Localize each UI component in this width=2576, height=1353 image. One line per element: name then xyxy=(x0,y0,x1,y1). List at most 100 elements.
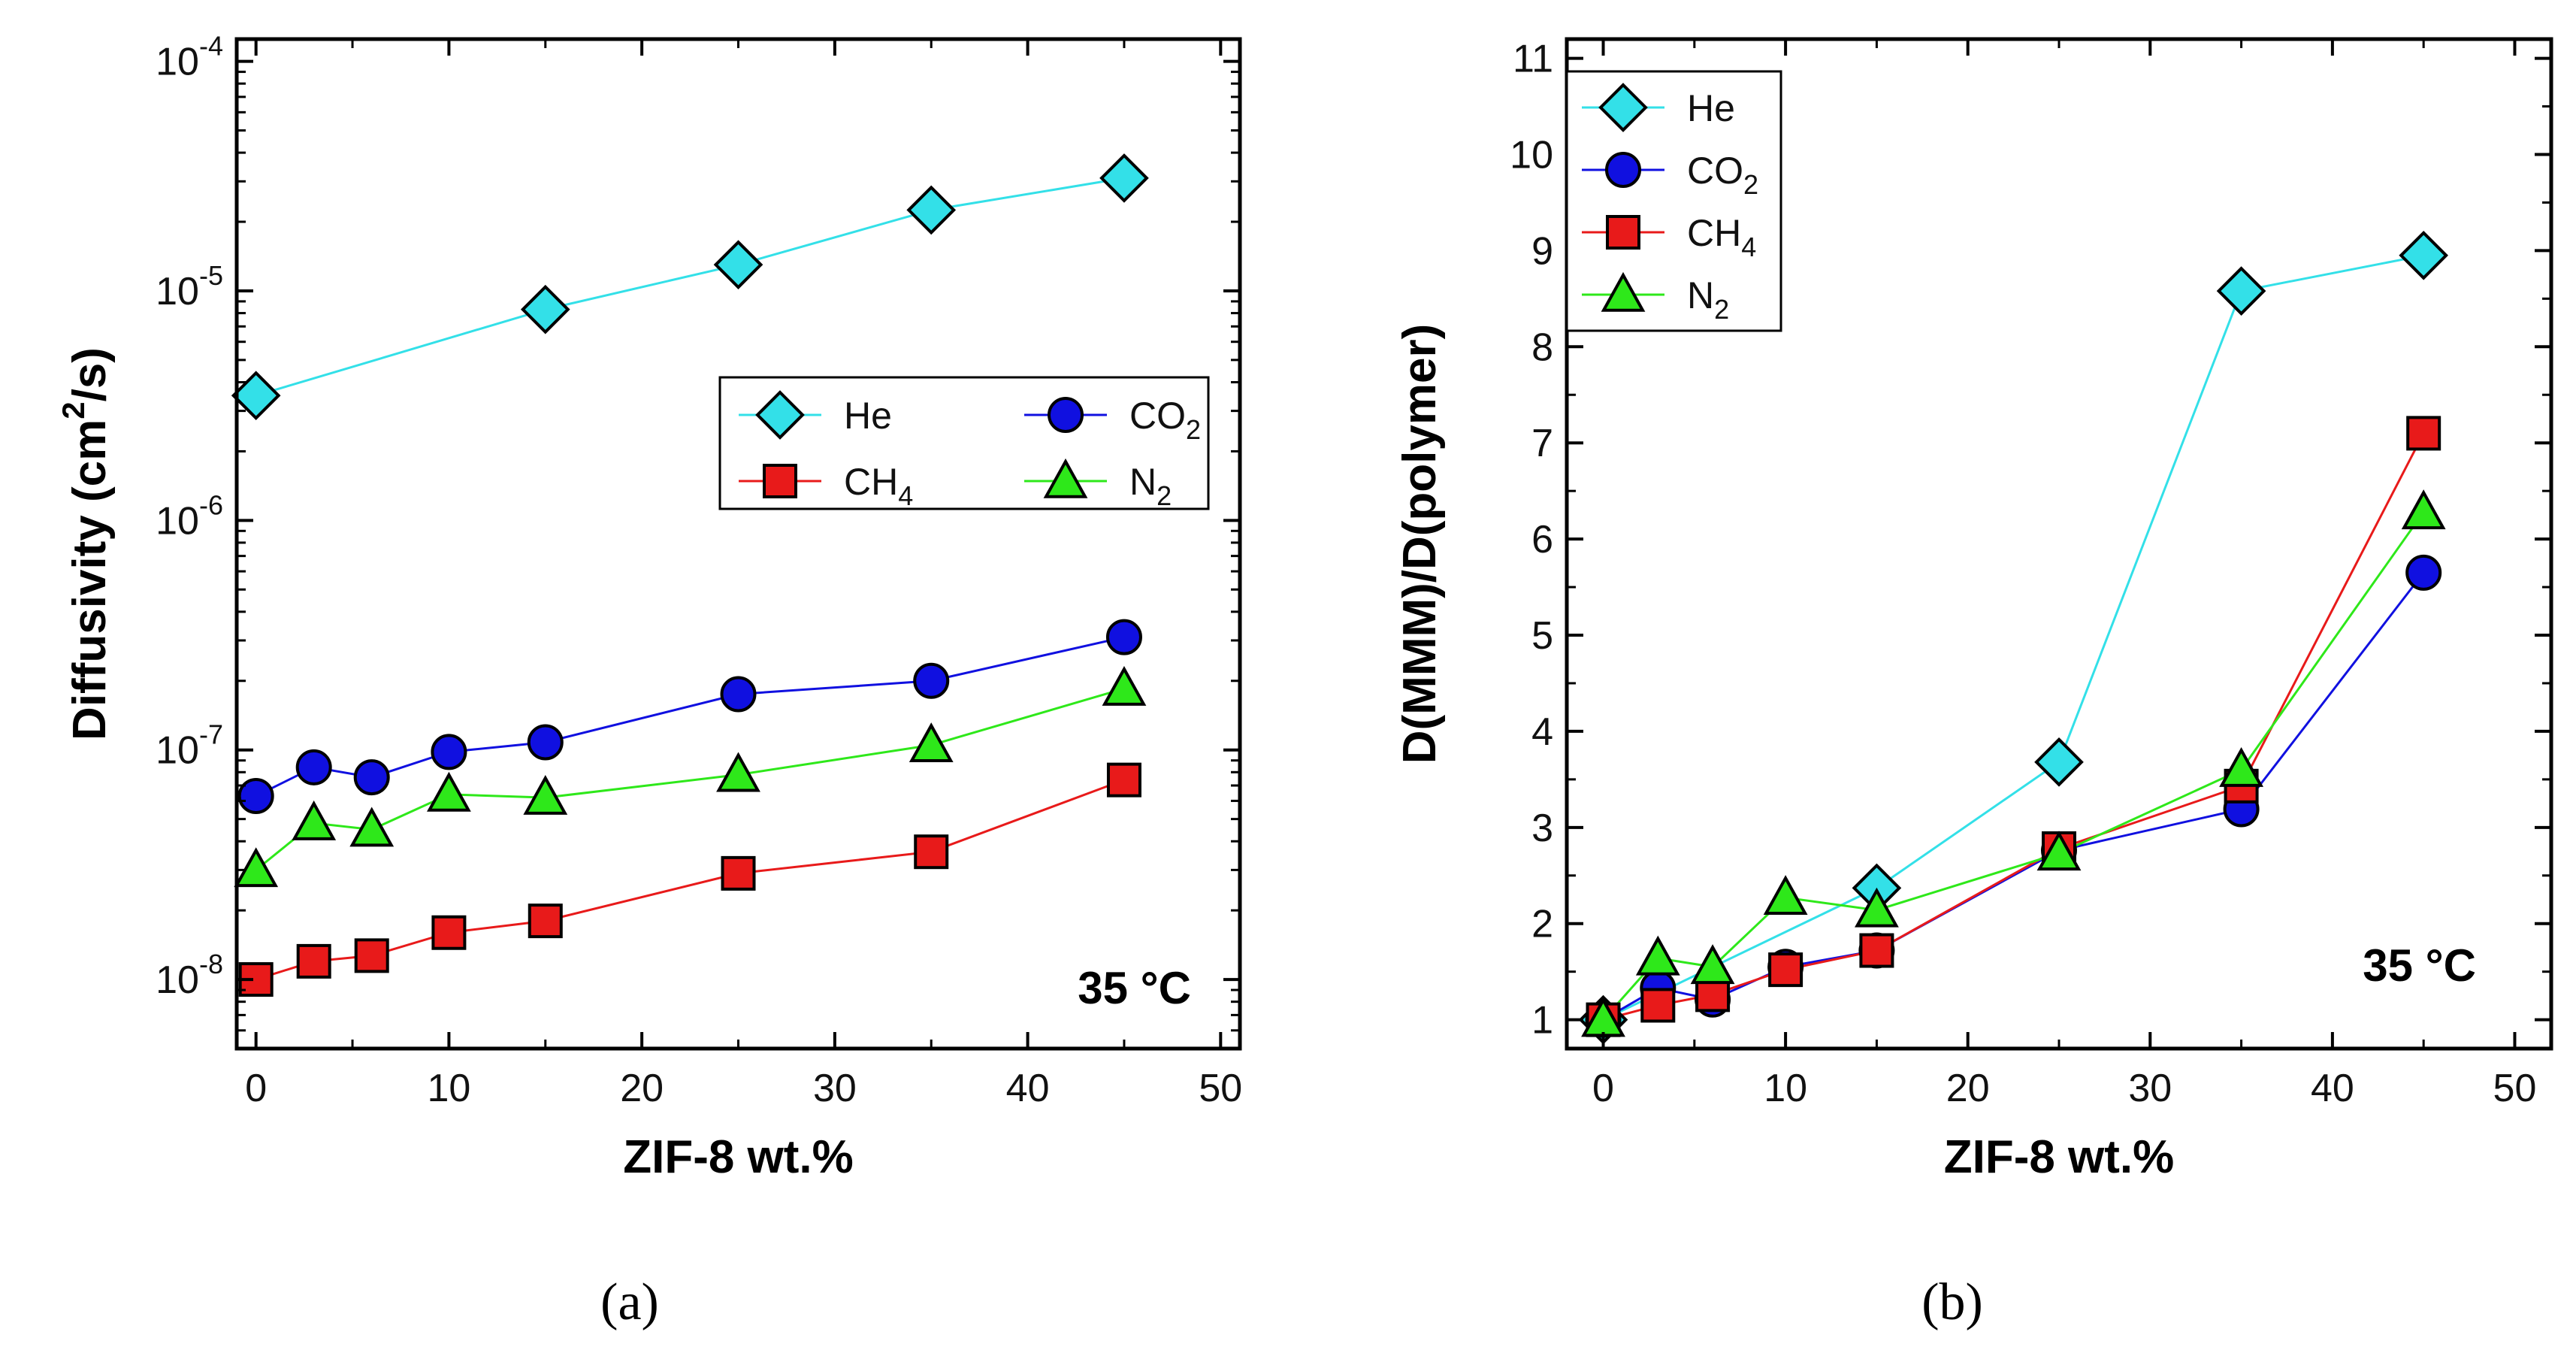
y-axis-title-text: D(MMM)/D(polymer) xyxy=(1394,324,1446,764)
legend-label: CH4 xyxy=(1687,212,1756,262)
y-tick-label: 1 xyxy=(1531,999,1553,1043)
data-point xyxy=(2216,266,2266,316)
data-point xyxy=(527,724,564,761)
y-tick-base: 10 xyxy=(156,270,199,313)
data-point xyxy=(1763,875,1808,915)
x-tick-label: 30 xyxy=(813,1067,857,1110)
y-tick-label: 7 xyxy=(1531,422,1553,465)
data-point xyxy=(1768,952,1804,988)
data-point xyxy=(721,855,756,891)
data-point xyxy=(528,904,563,939)
legend-item-co2: CO2 xyxy=(1582,150,1758,200)
y-tick-label: 3 xyxy=(1531,807,1553,850)
y-axis-title-text: Diffusivity (cm xyxy=(64,419,116,740)
series-line-n2 xyxy=(1602,511,2425,1021)
temperature-annotation: 35 °C xyxy=(2363,940,2476,991)
y-tick-exponent: -7 xyxy=(199,719,223,750)
x-tick-label: 40 xyxy=(2311,1067,2354,1110)
data-point xyxy=(1105,619,1142,655)
y-axis-title: Diffusivity (cm2/s) xyxy=(56,347,116,740)
x-tick-label: 0 xyxy=(1592,1067,1614,1110)
legend-item-he: He xyxy=(739,390,892,440)
legend-item-n2: N2 xyxy=(1582,271,1729,325)
y-tick-exponent: -5 xyxy=(199,260,223,291)
series-line-ch4 xyxy=(1603,432,2425,1022)
legend-item-co2: CO2 xyxy=(1024,395,1201,445)
y-axis-title-tail: /s) xyxy=(64,347,116,401)
legend-marker xyxy=(1043,458,1088,498)
y-tick-base: 1 xyxy=(1531,999,1553,1043)
data-point xyxy=(720,676,757,713)
y-tick-base: 2 xyxy=(1531,903,1553,946)
data-point xyxy=(2399,230,2449,280)
y-tick-base: 3 xyxy=(1531,807,1553,850)
legend-marker xyxy=(1598,83,1648,132)
y-tick-base: 8 xyxy=(1531,325,1553,369)
temperature-annotation: 35 °C xyxy=(1078,963,1191,1013)
legend-label-sub: 2 xyxy=(1156,480,1172,511)
legend-label: He xyxy=(844,395,892,437)
data-point xyxy=(2219,746,2263,787)
y-tick-base: 11 xyxy=(1513,38,1553,81)
legend-marker xyxy=(1605,152,1641,188)
data-point xyxy=(231,371,281,421)
legend-label: CO2 xyxy=(1687,150,1758,200)
y-tick-base: 10 xyxy=(156,41,199,84)
plot-frame xyxy=(234,37,1242,1051)
legend-label-sub: 2 xyxy=(1186,414,1201,445)
legend-label: He xyxy=(1687,87,1735,129)
data-point xyxy=(354,938,389,973)
legend: He CO2 CH4 N2 xyxy=(1565,70,1782,332)
series-points-co2 xyxy=(237,619,1142,814)
legend-item-he: He xyxy=(1582,83,1735,132)
data-point xyxy=(1640,988,1676,1023)
legend-label-base: CH xyxy=(1687,212,1741,254)
data-point xyxy=(1106,762,1141,798)
x-axis-title: ZIF-8 wt.% xyxy=(1944,1131,2175,1183)
data-point xyxy=(2034,737,2084,787)
legend-label-base: He xyxy=(844,395,892,437)
legend-label-base: CO xyxy=(1687,150,1743,192)
x-axis-title: ZIF-8 wt.% xyxy=(623,1131,854,1183)
panel-label: (a) xyxy=(600,1273,659,1331)
y-tick-base: 5 xyxy=(1531,614,1553,658)
series-line-he xyxy=(1602,254,2424,1021)
y-tick-base: 4 xyxy=(1531,710,1553,754)
y-tick-exponent: -4 xyxy=(199,31,223,62)
data-point xyxy=(906,185,957,235)
series-line-he xyxy=(255,177,1125,397)
x-tick-label: 20 xyxy=(1946,1067,1990,1110)
data-point xyxy=(1855,887,1899,928)
legend-item-ch4: CH4 xyxy=(739,461,913,511)
y-tick-label: 6 xyxy=(1531,518,1553,561)
legend-label-sub: 2 xyxy=(1743,169,1758,200)
y-tick-label: 10-8 xyxy=(156,949,223,1002)
data-point xyxy=(2406,416,2441,451)
y-tick-label: 11 xyxy=(1513,38,1553,81)
y-tick-base: 10 xyxy=(156,729,199,773)
legend-marker xyxy=(1601,271,1646,312)
panel-label: (b) xyxy=(1921,1273,1983,1331)
y-tick-base: 10 xyxy=(1510,133,1553,177)
data-point xyxy=(292,800,337,840)
data-point xyxy=(234,847,279,888)
y-tick-base: 7 xyxy=(1531,422,1553,465)
y-axis-title-sup: 2 xyxy=(56,401,91,419)
data-point xyxy=(1635,935,1680,976)
x-tick-label: 50 xyxy=(2493,1067,2537,1110)
y-tick-label: 10-4 xyxy=(156,31,223,84)
x-tick-label: 40 xyxy=(1006,1067,1050,1110)
data-point xyxy=(523,774,568,815)
series-points-he xyxy=(231,153,1149,421)
data-point xyxy=(353,759,390,796)
data-point xyxy=(716,752,760,792)
series-points-ch4 xyxy=(1586,416,2441,1037)
data-point xyxy=(1859,933,1894,968)
data-point xyxy=(1099,153,1149,203)
y-tick-label: 10-5 xyxy=(156,260,223,313)
data-point xyxy=(713,240,763,289)
y-tick-exponent: -6 xyxy=(199,489,223,520)
legend-marker xyxy=(763,464,797,498)
